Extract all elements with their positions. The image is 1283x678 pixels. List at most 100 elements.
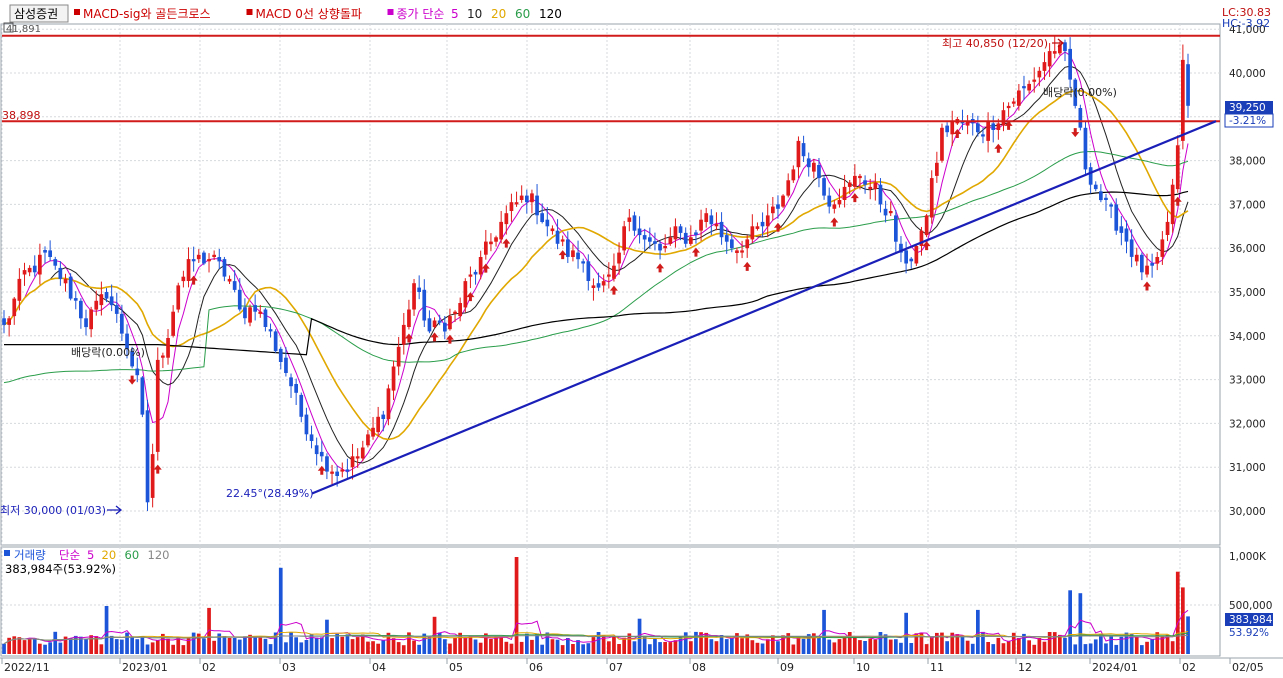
candle <box>596 272 601 291</box>
volume-bar <box>7 637 11 654</box>
volume-bar <box>427 636 432 654</box>
x-tick-label: 02 <box>1182 661 1196 674</box>
candle <box>278 346 283 370</box>
candle <box>832 199 837 214</box>
volume-bar <box>709 639 714 654</box>
candle <box>155 347 160 461</box>
candle <box>719 212 724 245</box>
volume-bar <box>407 632 411 654</box>
candle-body <box>294 384 298 393</box>
candle-body <box>489 241 493 245</box>
volume-bar <box>494 636 498 654</box>
candle <box>791 165 796 183</box>
candle <box>735 247 739 264</box>
stock-name-box[interactable] <box>9 4 69 23</box>
volume-bar <box>883 634 888 654</box>
volume-bar <box>991 644 996 654</box>
volume-bar <box>130 636 134 654</box>
volume-bar <box>53 631 58 654</box>
volume-bar <box>960 635 965 654</box>
candle <box>207 253 211 273</box>
grid-toggle-icon[interactable] <box>3 22 14 33</box>
volume-bar <box>940 632 944 654</box>
candle <box>653 232 657 251</box>
buy-signal-marker <box>656 263 665 273</box>
volume-bar <box>1058 634 1062 654</box>
volume-bar <box>776 641 780 654</box>
volume-bar <box>1042 641 1047 654</box>
candle-body <box>545 219 550 227</box>
volume-bar <box>1078 593 1083 654</box>
x-tick-label: 02/05 <box>1232 661 1264 674</box>
y-tick-label: 37,000 <box>1229 199 1266 211</box>
candle-body <box>919 230 924 246</box>
legend-label: MACD-sig와 골든크로스 <box>83 7 211 21</box>
candle <box>319 440 324 462</box>
candle-body <box>812 162 816 172</box>
candle-body <box>796 140 801 168</box>
candle-body <box>873 182 878 190</box>
y-tick-label: 38,000 <box>1229 156 1266 168</box>
volume-y-axis: 1,000K 500,000 <box>1229 551 1272 612</box>
candle-body <box>473 271 478 275</box>
candle <box>120 304 124 341</box>
volume-bar <box>591 637 596 654</box>
candle <box>781 194 785 208</box>
candle-body <box>730 239 734 249</box>
candle-body <box>330 471 334 474</box>
candle <box>43 246 47 264</box>
candle <box>591 278 596 301</box>
candle-body <box>663 246 667 249</box>
volume-bar <box>858 640 862 654</box>
candle <box>745 234 750 258</box>
candle-body <box>48 250 52 257</box>
candle-body <box>1052 51 1057 54</box>
legend-label: 종가 단순 <box>397 7 445 21</box>
candle <box>494 235 498 247</box>
candle-body <box>940 127 944 161</box>
candle-body <box>437 320 442 323</box>
candle-body <box>125 333 129 349</box>
x-tick-label: 2024/01 <box>1092 661 1138 674</box>
candle <box>750 214 755 244</box>
volume-bar <box>17 637 22 654</box>
volume-bar <box>140 636 145 654</box>
volume-bar <box>232 638 237 654</box>
volume-bar <box>227 637 232 654</box>
candle-body <box>745 239 750 249</box>
candle-body <box>1037 70 1042 78</box>
candle-body <box>1047 51 1052 67</box>
candle <box>268 323 273 338</box>
volume-bar <box>837 639 842 654</box>
x-tick-label: 2022/11 <box>4 661 50 674</box>
volume-bar <box>94 636 99 654</box>
volume-bar <box>842 636 847 654</box>
candle-body <box>504 213 509 225</box>
candle <box>658 240 662 260</box>
candle-body <box>304 414 309 435</box>
candle-body <box>827 195 832 207</box>
candle-body <box>899 243 903 253</box>
candle <box>1052 35 1057 59</box>
high-arrow-icon <box>1052 38 1065 48</box>
price-pane-border <box>0 23 1221 546</box>
candle-body <box>658 243 662 251</box>
candle <box>263 308 268 332</box>
buy-signal-marker <box>609 285 618 295</box>
candle-body <box>227 278 232 282</box>
candle-body <box>104 292 109 299</box>
candle <box>243 298 247 325</box>
candle <box>202 250 206 266</box>
volume-bar <box>22 640 27 654</box>
candle-body <box>765 215 770 227</box>
price-badge <box>1225 101 1273 114</box>
candle-body <box>150 454 155 498</box>
candle <box>114 292 119 323</box>
candle-body <box>166 338 170 358</box>
volume-bar <box>586 643 591 654</box>
volume-bar <box>996 637 1001 654</box>
candle <box>1011 97 1016 107</box>
candle <box>965 115 970 135</box>
candle <box>412 278 416 316</box>
